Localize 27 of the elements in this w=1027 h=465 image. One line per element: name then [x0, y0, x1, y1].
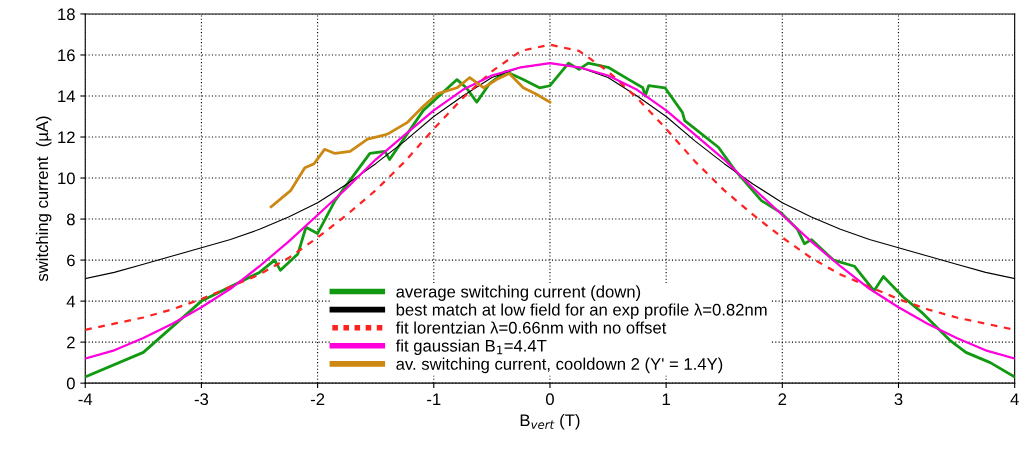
x-axis-title: B$_{vert}$ (T): [520, 413, 580, 430]
y-tick-label: 6: [67, 254, 75, 267]
y-axis-title: switching current (µA): [35, 116, 52, 282]
y-tick-label: 12: [58, 131, 75, 144]
x-tick-label: 0: [545, 393, 554, 406]
legend-label: average switching current (down): [396, 285, 641, 301]
line-series: [269, 72, 552, 209]
legend-label: fit lorentzian λ=0.66nm with no offset: [395, 321, 667, 334]
x-tick-label: 1: [662, 393, 670, 405]
y-tick-label: 10: [58, 172, 75, 185]
y-tick-label: 2: [67, 336, 75, 349]
x-tick-label: 4: [1010, 393, 1019, 405]
x-tick-label: -1: [427, 393, 441, 405]
y-tick-label: 14: [58, 90, 76, 103]
x-tick-label: 3: [894, 393, 903, 406]
y-tick-label: 16: [58, 49, 75, 62]
legend-label: fit gaussian B$_{1}$=4.4T: [395, 339, 547, 355]
x-tick-label: -2: [310, 393, 325, 405]
y-tick-label: 8: [66, 213, 75, 226]
y-tick-label: 0: [66, 377, 75, 390]
legend-label: av. switching current, cooldown 2 (Y' = 1.4Y): [396, 357, 723, 374]
x-tick-label: 2: [778, 393, 787, 405]
legend-label: best match at low field for an exp profile λ=0.82nm: [396, 303, 767, 319]
x-tick-label: -4: [78, 393, 93, 405]
x-tick-label: -3: [194, 393, 209, 406]
y-tick-label: 4: [66, 295, 76, 308]
y-tick-label: 18: [58, 8, 75, 21]
